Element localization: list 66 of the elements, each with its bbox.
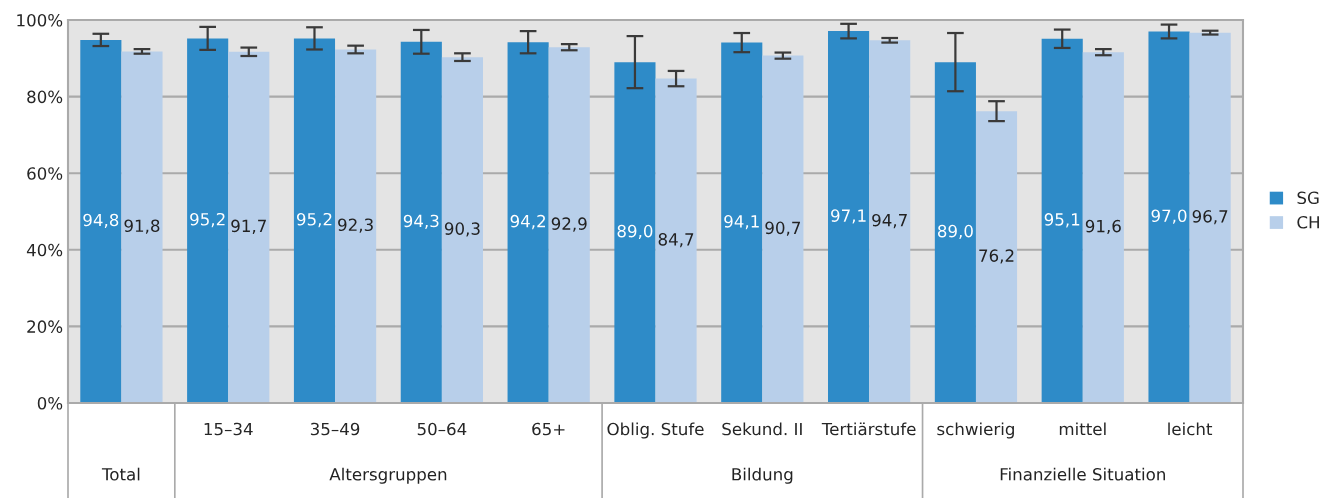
bar <box>828 31 870 403</box>
bar <box>1189 32 1231 403</box>
data-label: 89,0 <box>937 224 973 240</box>
legend-label: SG <box>1297 191 1319 205</box>
bar <box>721 42 763 403</box>
data-label: 95,1 <box>1044 213 1080 228</box>
bar <box>975 111 1018 403</box>
data-label: 89,0 <box>617 224 653 240</box>
x-tick-label: Tertiärstufe <box>821 422 916 436</box>
bar <box>121 51 163 403</box>
y-tick-label: 100% <box>17 13 63 27</box>
y-tick-label: 20% <box>27 320 63 333</box>
x-tick-label: mittel <box>1059 422 1106 436</box>
data-label: 96,7 <box>1192 210 1228 225</box>
bar <box>869 40 911 403</box>
bar <box>548 47 590 403</box>
data-label: 91,7 <box>231 219 266 234</box>
data-label: 92,9 <box>551 217 587 232</box>
bar <box>228 51 270 403</box>
x-tick-label: 15–34 <box>204 422 253 436</box>
data-label: 91,8 <box>124 219 160 234</box>
bar <box>1148 31 1190 403</box>
data-label: 97,1 <box>831 209 866 224</box>
x-tick-label: schwierig <box>937 422 1014 439</box>
data-label: 90,3 <box>444 222 480 237</box>
x-tick-label: leicht <box>1168 422 1213 436</box>
data-label: 94,8 <box>83 213 119 228</box>
x-tick-label: 65+ <box>532 422 565 436</box>
x-tick-label: Sekund. II <box>722 422 802 436</box>
bar <box>335 49 377 403</box>
bar <box>400 41 442 403</box>
bar <box>507 42 549 403</box>
bar <box>441 57 483 403</box>
data-label: 95,2 <box>296 212 332 228</box>
bar <box>655 78 697 403</box>
x-tick-label: 35–49 <box>310 422 360 436</box>
text: Finanzielle Situation <box>1000 467 1165 481</box>
data-label: 90,7 <box>765 221 801 236</box>
text: Altersgruppen <box>329 467 447 484</box>
x-tick-label: Oblig. Stufe <box>607 422 704 439</box>
y-tick-label: 60% <box>27 167 63 180</box>
data-label: 91,6 <box>1085 219 1121 235</box>
bar <box>80 39 122 403</box>
y-tick-label: 80% <box>27 90 63 104</box>
bar <box>187 38 229 403</box>
bar <box>1082 52 1124 403</box>
text: Total <box>101 467 140 481</box>
text: Bildung <box>732 467 793 484</box>
bar <box>1041 38 1083 403</box>
legend-label: CH <box>1297 215 1319 229</box>
data-label: 95,2 <box>190 212 225 228</box>
bar <box>762 55 804 403</box>
data-label: 94,7 <box>872 213 907 229</box>
data-label: 84,7 <box>658 233 694 248</box>
data-label: 94,2 <box>510 214 546 230</box>
data-label: 94,1 <box>724 215 759 230</box>
bar <box>293 38 336 403</box>
data-label: 76,2 <box>979 249 1014 264</box>
x-tick-label: 50–64 <box>417 422 467 436</box>
data-label: 97,0 <box>1151 209 1187 224</box>
data-label: 94,3 <box>403 214 439 229</box>
data-label: 92,3 <box>338 218 373 233</box>
bar <box>614 62 656 403</box>
y-tick-label: 0% <box>37 396 63 410</box>
bar <box>934 62 976 403</box>
y-tick-label: 40% <box>26 243 63 257</box>
